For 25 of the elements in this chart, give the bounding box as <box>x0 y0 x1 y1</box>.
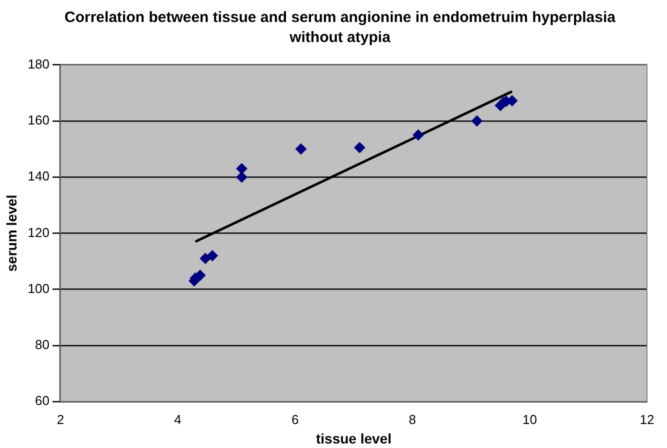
point <box>412 129 424 140</box>
x-tick-label: 2 <box>56 412 64 427</box>
point <box>471 115 482 126</box>
chart-title: Correlation between tissue and serum angionine in endometruim hyperplasia without atypia <box>64 8 616 48</box>
point <box>354 142 366 154</box>
point <box>295 144 306 154</box>
x-tick-label: 12 <box>640 412 654 427</box>
y-tick-label: 100 <box>28 280 50 296</box>
x-tick-label: 4 <box>174 412 182 427</box>
y-tick-label: 120 <box>28 224 50 240</box>
point <box>194 270 206 281</box>
y-tick-label: 180 <box>28 56 50 72</box>
x-axis-title: tissue level <box>316 430 392 446</box>
x-tick-label: 10 <box>522 412 537 427</box>
y-axis-title: serum level <box>3 194 20 272</box>
y-tick-label: 160 <box>28 112 50 128</box>
x-tick-label: 6 <box>291 412 299 427</box>
point <box>200 252 211 264</box>
y-tick-label: 140 <box>28 168 50 184</box>
y-tick-label: 80 <box>35 337 50 352</box>
x-tick-label: 8 <box>408 412 416 427</box>
point <box>236 163 248 174</box>
point <box>206 250 218 262</box>
y-tick-label: 60 <box>35 393 50 408</box>
point <box>236 172 248 183</box>
